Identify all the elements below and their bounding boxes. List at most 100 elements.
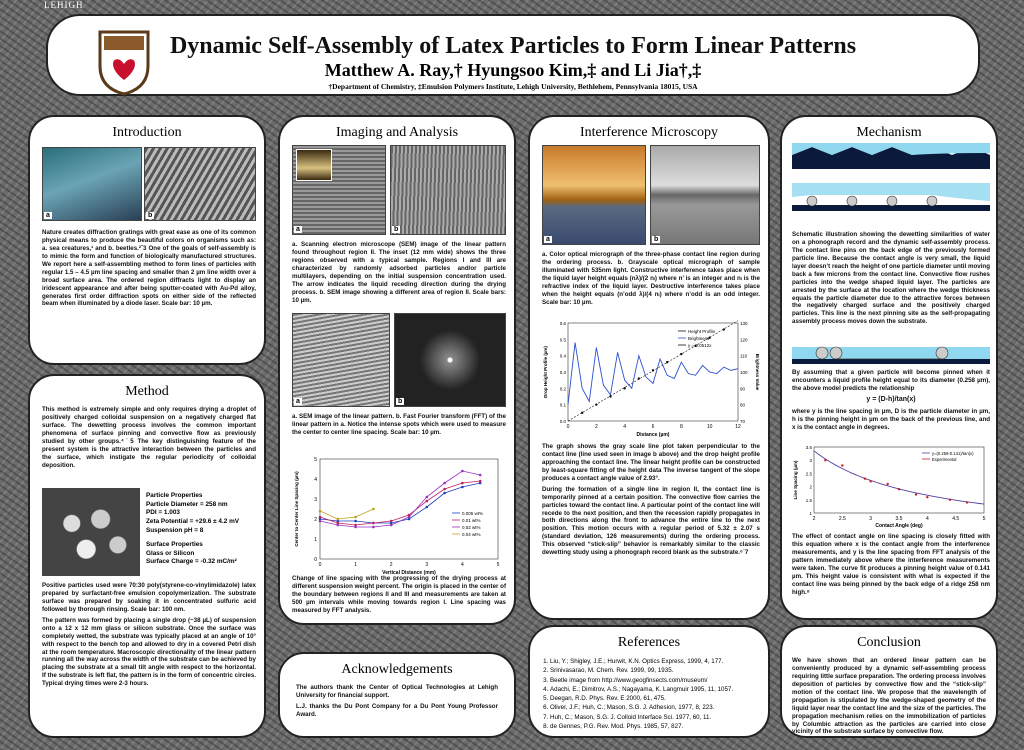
plot-area [813, 446, 985, 514]
data-point [354, 525, 357, 529]
y2-tick-label: 100 [740, 370, 748, 375]
legend-entry: 0.01 wt% [462, 518, 481, 523]
y2-tick-label: 130 [740, 321, 748, 326]
series-line [319, 470, 481, 528]
legend-entry: Height Profile [688, 329, 716, 334]
legend-entry: 0.02 wt% [462, 525, 481, 530]
interference-panel: Interference Microscopy a b a. Color opt… [528, 115, 770, 620]
data-point [443, 481, 446, 485]
introduction-panel: Introduction a b Nature creates diffract… [28, 115, 266, 365]
data-point [478, 479, 482, 483]
poster-title: Dynamic Self-Assembly of Latex Particles… [169, 33, 857, 59]
x-tick-label: 2.5 [839, 516, 846, 522]
y-tick-label: 0.3 [560, 370, 567, 375]
y2-tick-label: 110 [740, 354, 748, 359]
imaging-title: Imaging and Analysis [335, 125, 459, 140]
x-axis-label: Contact Angle (deg) [875, 523, 923, 529]
interference-graph-text: The graph shows the gray scale line plot… [542, 443, 760, 482]
data-point [336, 519, 340, 523]
y-tick-label: 5 [314, 457, 317, 463]
x-tick-label: 0 [567, 424, 570, 430]
method-title: Method [125, 384, 169, 399]
x-tick-label: 12 [735, 424, 741, 430]
y2-tick-label: 80 [740, 403, 746, 408]
y-tick-label: 3 [314, 497, 317, 503]
x-tick-label: 3 [869, 516, 872, 522]
y-tick-label: 3 [809, 458, 812, 463]
y-tick-label: 0.1 [560, 403, 567, 408]
experimental-point [841, 464, 844, 467]
height-profile-chart: 0 2 4 6 8 10 12 0.0 0.1 0.2 0.3 0.4 0.5 0.6 70 80 90 100 1… [543, 320, 760, 438]
y-tick-label: 0.4 [560, 354, 567, 359]
acknowledgements-panel: Acknowledgements The authors thank the C… [278, 652, 516, 738]
data-point [425, 495, 429, 499]
data-point [425, 499, 429, 503]
data-point [372, 521, 375, 525]
brightness-line [567, 342, 739, 405]
introduction-text: Nature creates diffraction gratings with… [42, 229, 256, 308]
x-tick-label: 3 [425, 562, 428, 568]
affiliation: †Department of Chemistry, ‡Emulsion Poly… [328, 82, 698, 91]
sem-region-ii-image: b [390, 145, 506, 235]
series-line [319, 480, 481, 526]
y-tick-label: 4 [314, 477, 317, 483]
data-point [354, 515, 357, 519]
series-line [319, 508, 374, 520]
y-tick-label: 3.5 [806, 445, 813, 450]
reference-item: Huh, C.; Mason, S.G. J. Colloid Interfac… [550, 713, 758, 722]
x-tick-label: 3.5 [896, 516, 903, 522]
dewetting-schematic [792, 143, 990, 211]
y-tick-label: 0 [314, 557, 317, 563]
data-point [354, 519, 357, 523]
experimental-point [869, 480, 872, 483]
grayscale-micrograph-image: b [650, 145, 760, 245]
conclusion-title: Conclusion [857, 635, 921, 650]
reference-item: Adachi, E.; Dimitrov, A.S.; Nagayama, K.… [550, 685, 758, 694]
data-point [318, 509, 322, 513]
height-point [722, 328, 726, 331]
x-tick-label: 4 [926, 516, 929, 522]
data-point [318, 515, 322, 519]
legend-entry: Experimental [932, 457, 957, 462]
fit-line [567, 320, 739, 422]
ack-text-2: L.J. thanks the Du Pont Company for a Du… [296, 702, 498, 718]
x-tick-label: 8 [680, 424, 683, 430]
reference-item: Srinivasarao, M. Chem. Rev. 1999, 99, 19… [550, 666, 758, 675]
fft-image: b [394, 313, 506, 407]
experimental-point [824, 459, 827, 462]
data-point [318, 517, 322, 521]
data-point [336, 523, 340, 527]
data-point [461, 481, 464, 485]
reference-item: Oliver, J.F.; Huh, C.; Mason, S.G. J. Ad… [550, 703, 758, 712]
height-point [595, 403, 598, 406]
y-tick-label: 0.2 [560, 386, 567, 391]
y-axis-label: Line Spacing (µm) [793, 460, 798, 499]
mechanism-text-3: where y is the line spacing in µm, D is … [792, 407, 990, 431]
references-title: References [617, 635, 681, 650]
sea-creature-image: a [42, 147, 142, 221]
data-point [443, 491, 446, 495]
experimental-point [965, 501, 969, 504]
data-point [318, 519, 322, 523]
x-tick-label: 4.5 [952, 516, 959, 522]
experimental-point [926, 495, 929, 499]
data-point [443, 487, 446, 491]
experimental-point [863, 477, 867, 480]
x-tick-label: 5 [497, 562, 500, 568]
legend-entry: y = 0.0512x [688, 343, 712, 348]
data-point [425, 505, 429, 509]
imaging-caption-2: a. SEM image of the linear pattern. b. F… [292, 413, 506, 436]
x-tick-label: 4 [623, 424, 626, 430]
interference-stickslip-text: During the formation of a single line in… [542, 485, 760, 557]
data-point [389, 519, 393, 523]
height-point [580, 411, 584, 415]
reference-item: Liu, Y.; Shigley, J.E.; Hurwit, K.N. Opt… [550, 657, 758, 666]
method-particles-text: Positive particles used were 70:30 poly(… [42, 582, 256, 613]
reference-item: de Gennes, P.G. Rev. Mod. Phys. 1985, 57… [550, 722, 758, 731]
y-tick-label: 1.5 [806, 498, 813, 503]
y-axis-label: Center to Center Line Spacing (µm) [294, 471, 299, 547]
plot-area [567, 322, 739, 422]
mechanism-text-2: By assuming that a given particle will b… [792, 369, 990, 392]
y-tick-label: 0.5 [560, 337, 567, 342]
y-tick-label: 1 [809, 511, 812, 516]
